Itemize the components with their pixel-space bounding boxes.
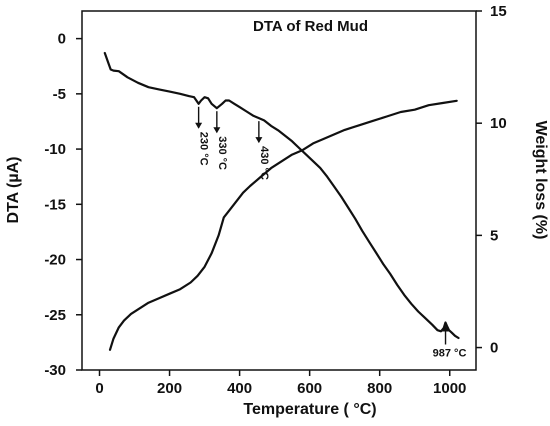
right-axis-label: Weight loss (%)	[532, 121, 549, 240]
annotation-arrowhead	[255, 137, 263, 144]
left-tick-label: -10	[44, 141, 66, 158]
chart-title: DTA of Red Mud	[253, 18, 368, 35]
dta-series-line	[103, 51, 460, 340]
right-tick-label: 15	[490, 3, 507, 20]
annotation-arrowhead	[213, 127, 221, 134]
series-layer	[103, 51, 460, 351]
annotation-label: 987 °C	[433, 348, 467, 360]
left-tick-label: -5	[53, 86, 66, 103]
annotation-arrowhead	[195, 122, 203, 129]
left-tick-label: -20	[44, 252, 66, 269]
weight-loss-series-line	[108, 99, 458, 351]
plot-frame	[81, 10, 477, 371]
annotation-arrowhead	[442, 325, 450, 332]
x-tick-label: 600	[297, 380, 322, 397]
left-axis-label: DTA (µA)	[5, 157, 22, 224]
annotation-label: 430 °C	[258, 146, 270, 180]
left-tick-label: -15	[44, 196, 66, 213]
axes-layer: 0 200 400 600 800 1000 0 -5 -10 -15 -20 -25 -30 15 10 5…	[44, 3, 506, 397]
left-tick-label: 0	[58, 31, 66, 48]
left-tick-label: -25	[44, 307, 66, 324]
x-axis-label: Temperature ( °C)	[243, 401, 376, 418]
annotation-label: 330 °C	[216, 136, 228, 170]
x-tick-label: 400	[227, 380, 252, 397]
right-tick-label: 5	[490, 227, 498, 244]
right-tick-label: 10	[490, 115, 507, 132]
left-tick-label: -30	[44, 362, 66, 379]
annotation-layer: 230 °C 330 °C 430 °C 987 °C	[195, 106, 467, 360]
x-tick-label: 800	[367, 380, 392, 397]
x-tick-label: 1000	[433, 380, 466, 397]
annotation-label: 230 °C	[198, 132, 210, 166]
x-tick-label: 0	[95, 380, 103, 397]
x-tick-label: 200	[157, 380, 182, 397]
right-tick-label: 0	[490, 340, 498, 357]
